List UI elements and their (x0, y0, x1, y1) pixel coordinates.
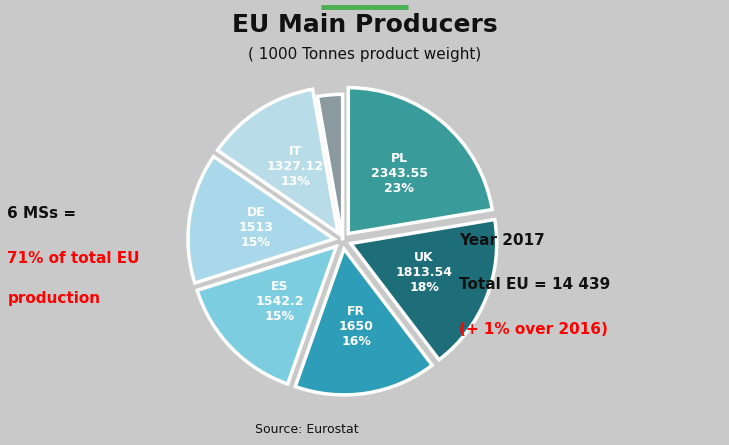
Text: PL
2343.55
23%: PL 2343.55 23% (371, 152, 428, 195)
Text: (+ 1% over 2016): (+ 1% over 2016) (459, 322, 608, 337)
Text: DE
1513
15%: DE 1513 15% (238, 206, 273, 249)
Text: FR
1650
16%: FR 1650 16% (339, 305, 373, 348)
Text: Total EU = 14 439: Total EU = 14 439 (459, 277, 610, 292)
Wedge shape (295, 249, 432, 395)
Text: ( 1000 Tonnes product weight): ( 1000 Tonnes product weight) (248, 47, 481, 62)
Text: EU Main Producers: EU Main Producers (232, 13, 497, 37)
Text: IT
1327.12
13%: IT 1327.12 13% (267, 145, 324, 188)
Text: ES
1542.2
15%: ES 1542.2 15% (255, 279, 304, 323)
Text: 6 MSs =: 6 MSs = (7, 206, 77, 221)
Wedge shape (351, 219, 496, 360)
Text: production: production (7, 291, 101, 306)
Wedge shape (348, 88, 492, 234)
Text: UK
1813.54
18%: UK 1813.54 18% (396, 251, 453, 294)
Text: Year 2017: Year 2017 (459, 233, 545, 248)
Wedge shape (197, 247, 336, 384)
Wedge shape (317, 94, 343, 240)
Wedge shape (188, 157, 334, 283)
Wedge shape (217, 89, 338, 233)
Text: 71% of total EU: 71% of total EU (7, 251, 140, 266)
Text: Source: Eurostat: Source: Eurostat (255, 423, 359, 436)
